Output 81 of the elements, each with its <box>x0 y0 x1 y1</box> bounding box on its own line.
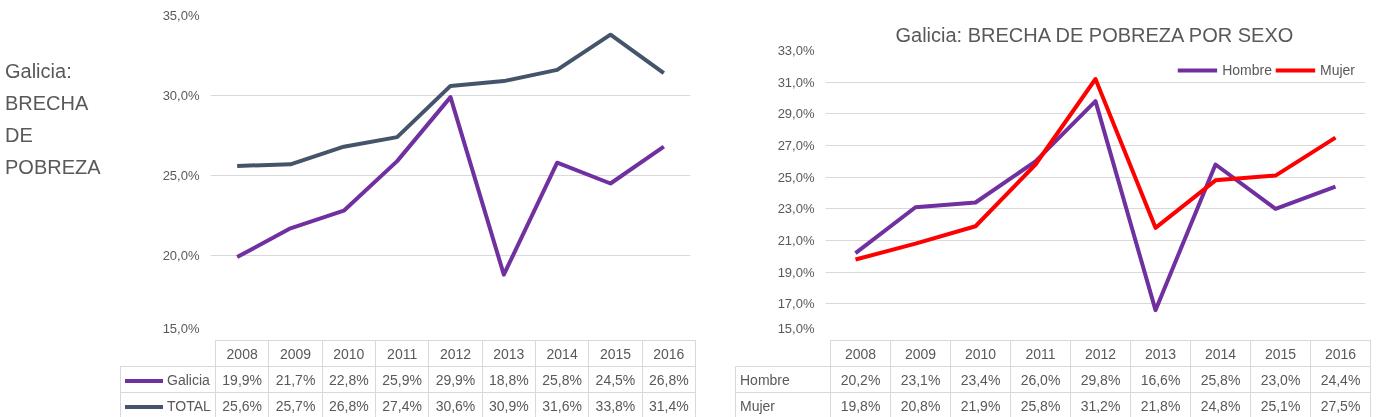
data-label: 22,8% <box>322 366 376 393</box>
data-label: 24,4% <box>1310 366 1371 393</box>
data-label: 20,2% <box>830 366 891 393</box>
data-label: 26,8% <box>322 392 376 417</box>
y-tick-label: 21,0% <box>777 233 815 248</box>
y-tick-label: 31,0% <box>777 74 815 90</box>
legend-label: Mujer <box>1319 62 1355 78</box>
legend-label: Galicia <box>120 366 216 393</box>
data-label: 23,0% <box>1250 366 1311 393</box>
data-label: 24,5% <box>588 366 643 393</box>
chart-title: Galicia: BRECHA DE POBREZA POR SEXO <box>895 23 1294 46</box>
legend-label: Hombre <box>1222 62 1272 78</box>
legend-label: TOTAL <box>120 392 216 417</box>
data-label: 25,9% <box>375 366 429 393</box>
data-label: 16,6% <box>1130 366 1191 393</box>
y-tick-label: 29,0% <box>777 106 815 122</box>
data-label: 25,7% <box>268 392 323 417</box>
data-label: 25,1% <box>1250 392 1311 417</box>
y-tick-label: 20,0% <box>162 248 200 263</box>
data-label: 29,9% <box>428 366 483 393</box>
x-tick-label: 2015 <box>588 340 643 367</box>
y-tick-label: 19,0% <box>777 264 815 280</box>
y-tick-label: 25,0% <box>162 168 200 183</box>
data-label: 33,8% <box>588 392 643 417</box>
data-label: 27,4% <box>375 392 429 417</box>
line-series <box>853 99 1338 313</box>
y-tick-label: 27,0% <box>777 138 815 153</box>
y-tick-label: 17,0% <box>777 296 815 312</box>
data-label: 21,8% <box>1130 392 1191 417</box>
y-tick-label: 33,0% <box>777 43 815 58</box>
data-label: 29,8% <box>1070 366 1131 393</box>
data-label: 31,4% <box>642 392 696 417</box>
x-tick-label: 2016 <box>642 340 696 367</box>
x-tick-label: 2015 <box>1250 340 1311 367</box>
data-label: 30,6% <box>428 392 483 417</box>
y-tick-label: 15,0% <box>162 320 200 336</box>
y-tick-label: 30,0% <box>162 88 200 103</box>
data-label: 19,8% <box>830 392 891 417</box>
x-tick-label: 2013 <box>482 340 536 367</box>
data-label: 26,8% <box>642 366 696 393</box>
line-series <box>235 95 666 277</box>
x-tick-label: 2009 <box>890 340 951 367</box>
data-label: 25,8% <box>1190 366 1251 393</box>
y-tick-label: 23,0% <box>777 201 815 217</box>
data-label: 19,9% <box>215 366 269 393</box>
x-tick-label: 2011 <box>1010 340 1071 367</box>
x-tick-label: 2008 <box>215 340 269 367</box>
line-series <box>853 77 1338 262</box>
y-tick-label: 35,0% <box>162 8 200 23</box>
data-label: 23,4% <box>950 366 1011 393</box>
data-label: 24,8% <box>1190 392 1251 417</box>
x-tick-label: 2014 <box>535 340 589 367</box>
data-label: 25,8% <box>535 366 589 393</box>
text: Mujer <box>740 397 776 414</box>
data-label: 18,8% <box>482 366 536 393</box>
x-tick-label: 2008 <box>830 340 891 367</box>
x-tick-label: 2013 <box>1130 340 1191 367</box>
data-label: 31,6% <box>535 392 589 417</box>
x-tick-label: 2010 <box>950 340 1011 367</box>
data-label: 27,5% <box>1310 392 1371 417</box>
data-label: 21,9% <box>950 392 1011 417</box>
x-tick-label: 2016 <box>1310 340 1371 367</box>
x-tick-label: 2012 <box>428 340 483 367</box>
data-label: 23,1% <box>890 366 951 393</box>
data-label: 25,8% <box>1010 392 1071 417</box>
text: Hombre <box>740 371 790 388</box>
x-tick-label: 2010 <box>322 340 376 367</box>
x-tick-label: 2009 <box>268 340 323 367</box>
data-label: 20,8% <box>890 392 951 417</box>
y-tick-label: 15,0% <box>777 320 815 336</box>
x-tick-label: 2012 <box>1070 340 1131 367</box>
x-tick-label: 2011 <box>375 340 429 367</box>
data-label: 21,7% <box>268 366 323 393</box>
data-label: 31,2% <box>1070 392 1131 417</box>
data-label: 30,9% <box>482 392 536 417</box>
line-series <box>235 32 666 168</box>
y-tick-label: 25,0% <box>777 169 815 185</box>
text: Galicia: BRECHA DE POBREZA <box>5 59 101 180</box>
x-tick-label: 2014 <box>1190 340 1251 367</box>
data-label: 26,0% <box>1010 366 1071 393</box>
data-label: 25,6% <box>215 392 269 417</box>
